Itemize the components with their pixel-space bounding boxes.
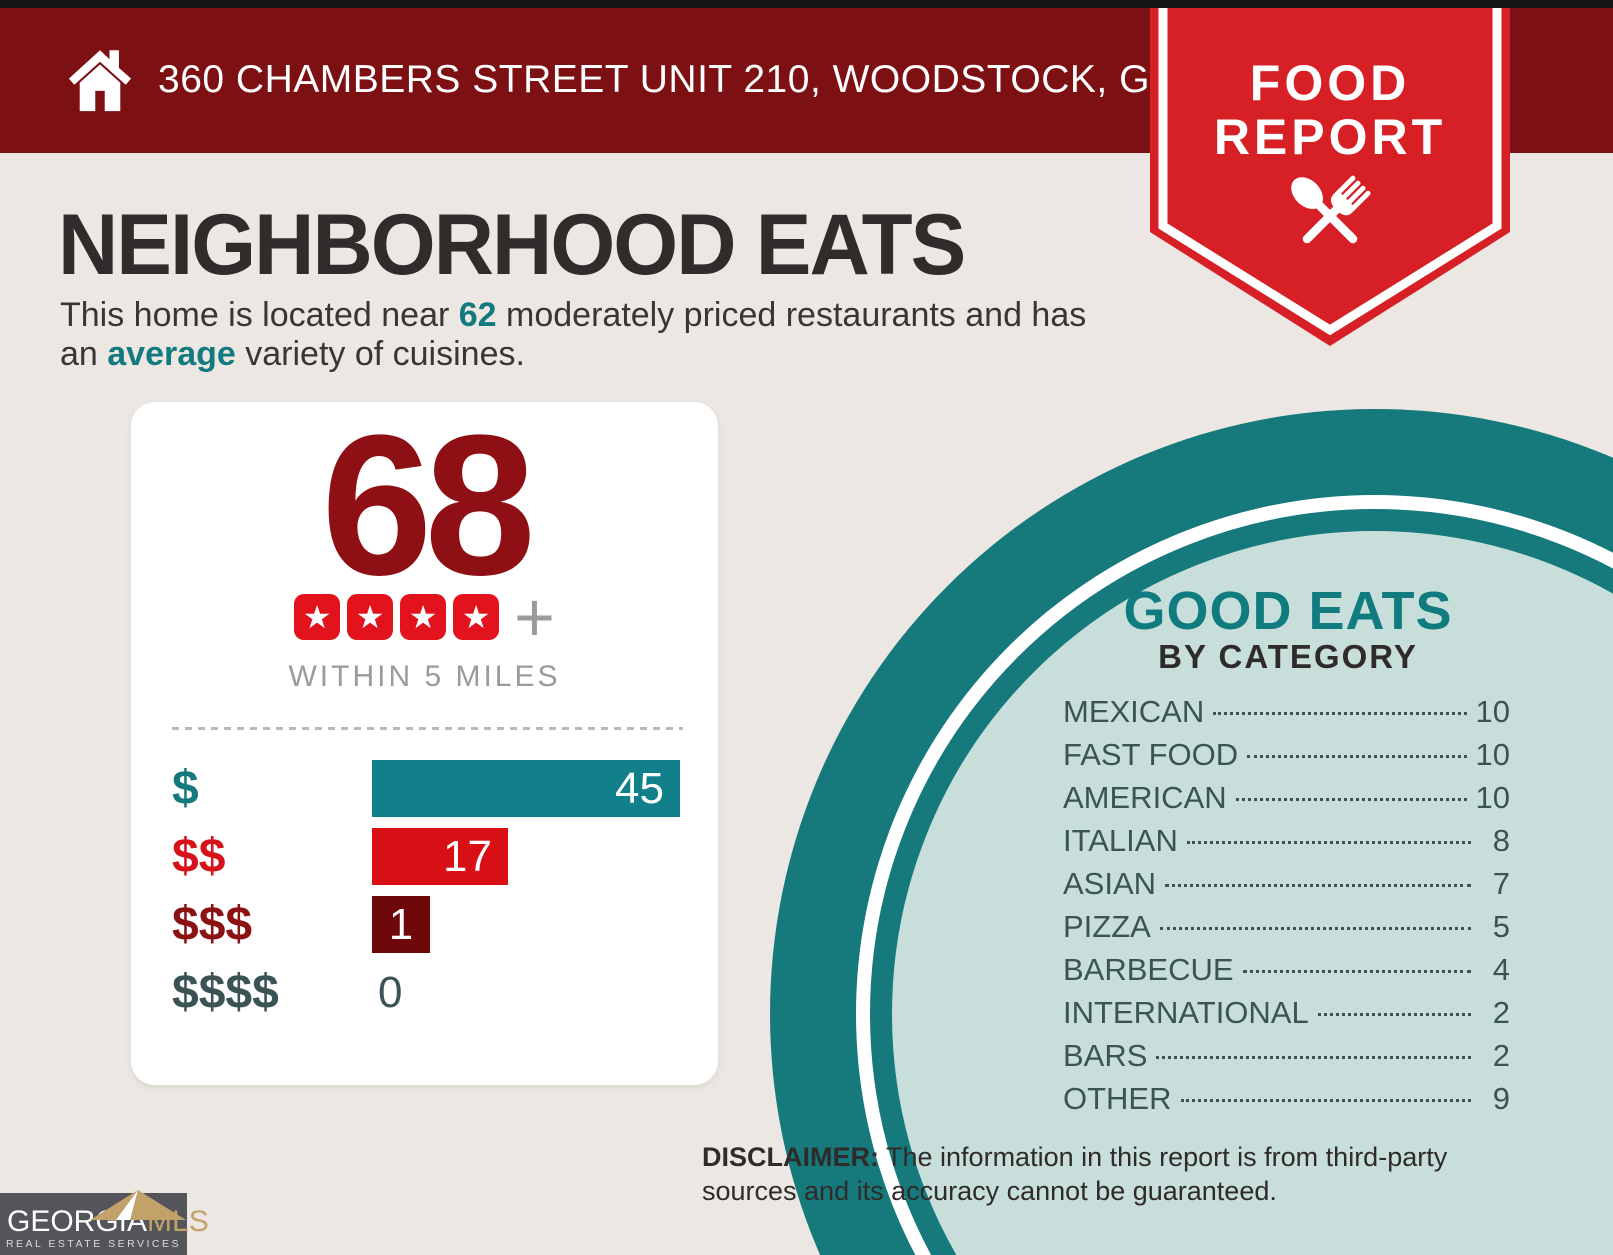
star-icon: ★ (294, 594, 341, 640)
dotted-leader (1317, 1013, 1471, 1016)
category-row: ASIAN 7 (1063, 866, 1510, 909)
price-tier-row: $$ 17 (131, 828, 718, 885)
category-label: PIZZA (1063, 909, 1151, 944)
subtitle-text: variety of cuisines. (235, 335, 525, 373)
category-value: 9 (1492, 1081, 1510, 1116)
dotted-leader (1242, 970, 1471, 973)
category-row: OTHER 9 (1063, 1081, 1510, 1124)
star-glyph: ★ (302, 599, 332, 635)
category-label: INTERNATIONAL (1063, 995, 1309, 1030)
category-value: 10 (1475, 694, 1510, 729)
category-row: BARS 2 (1063, 1038, 1510, 1081)
dotted-leader (1186, 841, 1471, 844)
price-tier-label: $$ (172, 830, 226, 883)
page-subtitle: This home is located near 62 moderately … (60, 296, 1090, 374)
plus-icon: + (514, 578, 555, 656)
category-row: PIZZA 5 (1063, 909, 1510, 952)
price-tier-row: $$$ 1 (131, 896, 718, 953)
dotted-leader (1247, 755, 1467, 758)
subtitle-text: moderately priced restaurants and has an (60, 296, 1087, 373)
category-value: 4 (1492, 952, 1510, 987)
category-row: BARBECUE 4 (1063, 952, 1510, 995)
category-value: 8 (1492, 823, 1510, 858)
dotted-leader (1156, 1056, 1471, 1059)
price-tier-row: $$$$ 0 (131, 964, 718, 1021)
restaurant-count-highlight: 62 (458, 296, 497, 334)
good-eats-subtitle: BY CATEGORY (1158, 638, 1418, 675)
star-glyph: ★ (355, 599, 385, 635)
category-label: FAST FOOD (1063, 737, 1239, 772)
star-icon: ★ (400, 594, 447, 640)
category-label: MEXICAN (1063, 694, 1205, 729)
home-icon (68, 50, 132, 112)
good-eats-title: GOOD EATS (1123, 581, 1453, 641)
category-list: MEXICAN 10 FAST FOOD 10 AMERICAN 10 ITALIAN… (1063, 694, 1510, 1124)
price-tier-bar: 45 (372, 760, 680, 817)
price-tier-label: $$$$ (172, 966, 279, 1019)
property-address: 360 CHAMBERS STREET UNIT 210, WOODSTOCK,… (158, 58, 1297, 101)
price-tier-label: $$$ (172, 898, 253, 951)
dotted-leader (1213, 712, 1467, 715)
georgia-mls-tagline: REAL ESTATE SERVICES (5, 1238, 182, 1250)
subtitle-text: This home is located near (60, 296, 459, 334)
page-title: NEIGHBORHOOD EATS (58, 197, 966, 293)
price-tier-label: $ (172, 762, 199, 815)
radius-label: WITHIN 5 MILES (288, 660, 561, 693)
dashed-divider (172, 727, 683, 730)
variety-highlight: average (107, 335, 236, 373)
dotted-leader (1159, 927, 1471, 930)
disclaimer: DISCLAIMER: The information in this repo… (702, 1140, 1524, 1208)
disclaimer-label: DISCLAIMER: (702, 1142, 879, 1172)
category-label: BARS (1063, 1038, 1148, 1073)
category-row: AMERICAN 10 (1063, 780, 1510, 823)
category-label: ITALIAN (1063, 823, 1178, 858)
price-tier-value: 17 (443, 831, 492, 881)
dotted-leader (1180, 1099, 1471, 1102)
georgia-mls-roof-icon (90, 1190, 186, 1220)
star-icon: ★ (453, 594, 500, 640)
star-rating: ★ ★ ★ ★ + (131, 578, 718, 656)
price-tier-row: $ 45 (131, 760, 718, 817)
dotted-leader (1235, 798, 1467, 801)
disclaimer-text: The information in this report is from t… (702, 1142, 1448, 1206)
price-tier-bar: 1 (372, 896, 430, 953)
star-glyph: ★ (408, 599, 438, 635)
price-tier-value: 0 (378, 967, 403, 1017)
food-report-badge: FOOD REPORT (1150, 0, 1510, 352)
category-value: 5 (1492, 909, 1510, 944)
category-label: AMERICAN (1063, 780, 1227, 815)
star-icon: ★ (347, 594, 394, 640)
category-value: 10 (1475, 780, 1510, 815)
badge-title-line2: REPORT (1213, 109, 1447, 165)
category-value: 7 (1492, 866, 1510, 901)
price-tier-value: 1 (388, 899, 414, 949)
spoon-fork-icon (1291, 175, 1371, 244)
top-black-strip (0, 0, 1613, 8)
category-value: 2 (1492, 995, 1510, 1030)
restaurant-score: 68 (321, 394, 535, 617)
category-value: 10 (1475, 737, 1510, 772)
category-value: 2 (1492, 1038, 1510, 1073)
category-label: ASIAN (1063, 866, 1157, 901)
category-label: BARBECUE (1063, 952, 1234, 987)
category-row: MEXICAN 10 (1063, 694, 1510, 737)
star-glyph: ★ (461, 599, 491, 635)
category-row: INTERNATIONAL 2 (1063, 995, 1510, 1038)
ribbon-shape (1150, 0, 1510, 346)
price-tier-bar: 17 (372, 828, 508, 885)
category-row: ITALIAN 8 (1063, 823, 1510, 866)
restaurant-score-card: 68 ★ ★ ★ ★ + WITHIN 5 MILES $ 45 $$ 17 $… (131, 402, 718, 1085)
dotted-leader (1165, 884, 1471, 887)
category-row: FAST FOOD 10 (1063, 737, 1510, 780)
category-label: OTHER (1063, 1081, 1172, 1116)
price-tier-value: 45 (615, 763, 664, 813)
badge-title-line1: FOOD (1249, 55, 1411, 111)
